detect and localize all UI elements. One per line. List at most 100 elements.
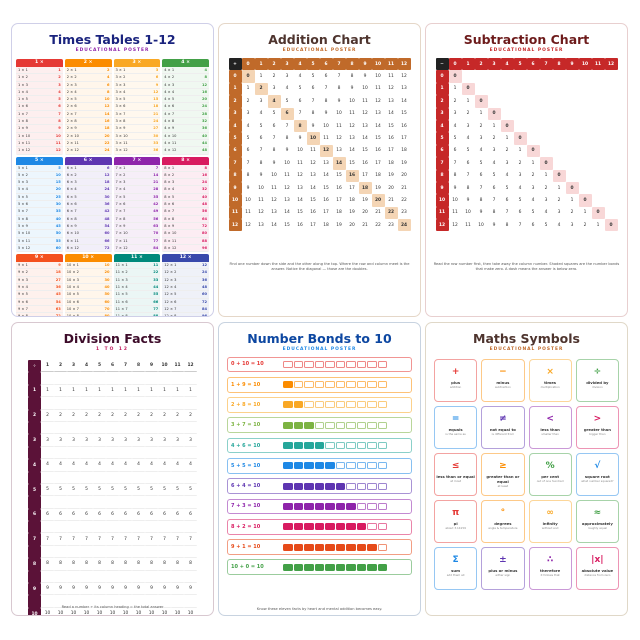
times-table-equation: 7 × 9 xyxy=(115,223,126,228)
division-cell xyxy=(67,571,80,584)
times-table-row: 11 × 3 33 xyxy=(113,277,161,285)
times-table-equation: 8 × 1 xyxy=(164,165,175,170)
bond-cell xyxy=(356,482,366,490)
times-table-row: 1 × 6 6 xyxy=(16,103,63,111)
division-cell: 3 xyxy=(106,434,119,447)
bond-cell xyxy=(356,523,366,531)
division-cell xyxy=(54,447,67,460)
division-cell: 7 xyxy=(132,533,145,546)
chart-cell: 15 xyxy=(388,123,394,129)
bond-cell xyxy=(356,563,366,571)
times-table-header: 6 × xyxy=(64,156,112,165)
division-subtitle: 1 TO 12 xyxy=(96,347,129,352)
bond-cells xyxy=(283,442,387,450)
chart-cell: 14 xyxy=(284,210,290,216)
chart-cell: 2 xyxy=(505,148,509,154)
times-table-row: 2 × 8 16 xyxy=(64,118,112,126)
times-table-equation: 12 × 5 xyxy=(164,292,177,297)
times-table-equation: 7 × 11 xyxy=(115,238,128,243)
times-table-equation: 6 × 1 xyxy=(66,165,77,170)
division-cell: 5 xyxy=(80,484,93,497)
times-table-equation: 10 × 6 xyxy=(66,299,79,304)
times-table-answer: 6 xyxy=(58,104,61,109)
bond-cell xyxy=(367,401,377,409)
times-table-answer: 45 xyxy=(55,223,61,228)
division-cell: 7 xyxy=(41,533,54,546)
chart-row: 12 12 11 10 9 8 7 6 5 4 3 2 1 0 xyxy=(435,219,618,232)
chart-cell: 18 xyxy=(358,181,372,195)
times-table-row: 6 × 8 48 xyxy=(64,216,112,223)
bond-cells xyxy=(283,462,387,470)
addition-subtitle: EDUCATIONAL POSTER xyxy=(282,48,357,53)
chart-cell: 0 xyxy=(513,132,527,145)
symbol-name: pi xyxy=(453,521,458,526)
chart-cell: 9 xyxy=(337,98,341,104)
chart-cell xyxy=(605,170,618,182)
chart-cell xyxy=(514,70,527,82)
chart-cell xyxy=(540,70,553,82)
division-row-header: 10 xyxy=(28,607,41,615)
chart-cell: 12 xyxy=(271,197,277,203)
chart-cell: 9 xyxy=(350,86,354,92)
chart-cell xyxy=(566,170,579,182)
division-cell xyxy=(158,397,171,410)
times-table-answer: 16 xyxy=(201,89,207,94)
chart-cell: 10 xyxy=(323,123,329,129)
times-table-equation: 2 × 12 xyxy=(66,148,79,153)
bond-row: 5 + 5 = 10 xyxy=(227,457,412,474)
division-cell: 2 xyxy=(80,410,93,422)
chart-col-header: 11 xyxy=(384,58,398,71)
times-table-equation: 6 × 9 xyxy=(66,223,77,228)
chart-corner: + xyxy=(228,58,242,71)
chart-cell: 12 xyxy=(319,144,333,158)
chart-cell: 18 xyxy=(336,210,342,216)
division-cell: 3 xyxy=(93,434,106,447)
division-cell: 6 xyxy=(41,509,54,522)
division-cell: 4 xyxy=(132,459,145,472)
symbol-glyph: ≠ xyxy=(499,414,507,424)
times-table-equation: 3 × 4 xyxy=(115,89,126,94)
times-table-row: 1 × 7 7 xyxy=(16,111,63,119)
symbol-glyph: Σ xyxy=(452,555,459,565)
times-table-header: 11 × xyxy=(113,254,161,263)
chart-cell: 15 xyxy=(375,136,381,142)
times-table-answer: 15 xyxy=(55,180,61,185)
chart-cell: 21 xyxy=(375,210,381,216)
chart-row: 6 6 7 8 9 10 11 12 13 14 15 16 17 18 xyxy=(228,144,411,158)
chart-cell xyxy=(527,108,540,120)
division-cell: 3 xyxy=(184,434,197,447)
bond-cell xyxy=(304,421,314,429)
chart-cell: 9 xyxy=(453,185,457,191)
chart-cell: 2 xyxy=(492,136,496,142)
addition-title: Addition Chart xyxy=(268,32,371,47)
bond-cell xyxy=(283,563,293,571)
symbol-name: sum xyxy=(451,568,461,573)
division-cell: 8 xyxy=(132,558,145,571)
chart-cell xyxy=(501,70,514,82)
times-table-answer: 40 xyxy=(104,285,110,290)
bond-cell xyxy=(325,401,335,409)
division-cell xyxy=(41,372,54,385)
times-table-equation: 9 × 8 xyxy=(18,314,28,317)
bond-cell xyxy=(356,442,366,450)
chart-cell: 1 xyxy=(596,222,600,228)
chart-cell xyxy=(605,120,618,132)
chart-row-header: 11 xyxy=(435,206,449,220)
bond-row: 8 + 2 = 10 xyxy=(227,518,412,535)
chart-cell: 14 xyxy=(310,185,316,191)
bond-cell xyxy=(293,563,303,571)
chart-cell: 8 xyxy=(246,173,250,179)
division-cell xyxy=(41,521,54,534)
chart-cell: 3 xyxy=(544,197,548,203)
division-cell: 6 xyxy=(132,509,145,522)
chart-cell: 17 xyxy=(401,136,407,142)
chart-cell: 12 xyxy=(375,98,381,104)
symbol-description: subtraction xyxy=(494,385,511,389)
times-table-row: 3 × 12 36 xyxy=(113,147,161,155)
chart-cell xyxy=(566,120,579,132)
division-cell xyxy=(171,496,184,509)
